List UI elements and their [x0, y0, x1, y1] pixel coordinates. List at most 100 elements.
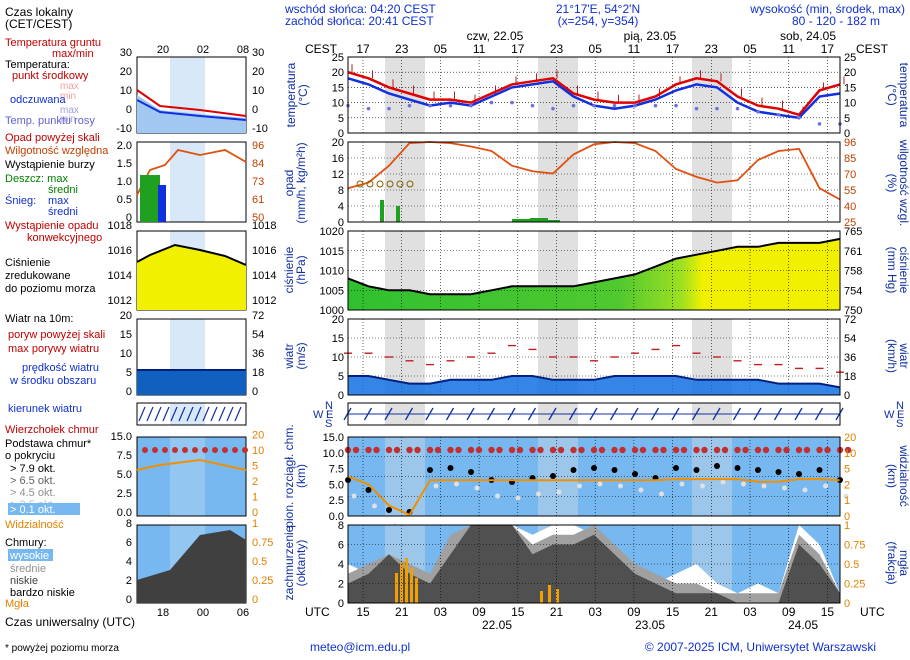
cloud-top-dot [537, 446, 544, 454]
dew-point-dot [489, 100, 494, 105]
pressure-area [348, 238, 840, 310]
cloud-base-dot-light [679, 481, 685, 487]
legend-snow-bar [158, 185, 166, 222]
cest-label-right: CEST [856, 42, 889, 56]
legend-temp-tick-right: 0 [252, 104, 258, 116]
fog-bar [556, 589, 559, 603]
bottom-hour-label: 09 [627, 605, 641, 619]
compass-n-right: N [896, 400, 904, 412]
temp-right-unit: (°C) [885, 84, 899, 105]
legend-wind-tick: 5 [126, 367, 132, 379]
precip-axis-unit: (mm/h, kg/m²h) [294, 142, 308, 223]
legend-cover-tick: 4 [126, 556, 132, 568]
legend-wind-area [137, 370, 246, 395]
legend-precip-tick: 0 [126, 212, 132, 224]
wind-kmh-tick-right: 36 [844, 352, 856, 364]
cloud-top-dot [775, 446, 782, 454]
humid-right-title: wilgotność wzgl. [897, 139, 910, 227]
rain-bar [530, 218, 548, 222]
legend-wind-tick: 20 [120, 310, 132, 322]
temp-tick-left: 5 [338, 113, 344, 125]
compass-n-left: N [325, 400, 333, 412]
legend-wind-arrow [154, 406, 162, 422]
legend-wind-dir-frame [136, 402, 247, 426]
legend-hour-bottom: 06 [237, 607, 249, 619]
legend-cloud-top-dot [182, 447, 188, 453]
vis-tick-right: 5 [844, 464, 850, 476]
legend-cloud-top-dot [192, 447, 198, 453]
cloud-base-dot-light [556, 489, 562, 495]
precip-tick-left: 12 [332, 169, 344, 181]
legend-precip: 0 0.5 1.0 1.5 2.0 50 61 73 84 96 [117, 140, 265, 224]
top-hour-label: 17 [356, 42, 370, 56]
legend-felt-line [136, 99, 247, 121]
cloud-top-dot [701, 446, 708, 454]
legend-cloud-base-1: Podstawa chmur* [5, 438, 92, 450]
legend-wind-tick: 0 [126, 386, 132, 398]
legend-precip-tick: 1.5 [117, 158, 132, 170]
cloud-top-dot [496, 446, 503, 454]
wind-kmh-tick-right: 54 [844, 333, 856, 345]
press-right-unit: (mm Hg) [885, 247, 899, 294]
legend-wind-arrow [202, 406, 210, 422]
cloud-top-dot [529, 446, 536, 454]
cloud-base-dot-light [843, 493, 849, 499]
bottom-hour-label: 09 [782, 605, 796, 619]
legend-pressure-3: do poziomu morza [5, 283, 96, 295]
legend-press-tick-left: 1014 [108, 270, 132, 282]
compass-w-right: W [884, 409, 895, 421]
top-hour-label: 17 [511, 42, 525, 56]
storm-symbol [376, 180, 384, 188]
legend-temp-mid: punkt środkowy [12, 70, 89, 82]
legend-okt-2: > 6.5 okt. [10, 475, 56, 487]
cloud-base-dot [796, 471, 802, 477]
press-mmhg-tick-right: 761 [844, 246, 862, 258]
legend-humid-tick: 50 [252, 212, 264, 224]
precip-tick-left: 4 [338, 201, 344, 213]
cloud-top-dot [352, 446, 360, 454]
cloud-top-dot [783, 446, 790, 454]
cloud-base-dot-light [474, 485, 480, 491]
temp-tick-right: 0 [844, 128, 850, 140]
dew-point-dot [387, 106, 391, 111]
cloud-base-dot-light [495, 493, 500, 499]
dew-point-dot [448, 103, 453, 108]
cover-panel: 0 2 4 6 8 0 0.25 0.5 0.75 1 [338, 520, 866, 610]
legend-temp-max: max [60, 81, 79, 92]
dew-point-dot [530, 103, 535, 108]
vis-tick-right: 1 [844, 495, 850, 507]
cloud-axis-title: pion. rozciągł. chm. [282, 424, 296, 527]
dew-point-dot [612, 103, 617, 108]
legend-temp-felt-area [137, 95, 246, 133]
cloud-top-dot [414, 446, 421, 454]
legend-press-tick-right: 1016 [252, 245, 276, 257]
temp-axis-title: temperatura [284, 62, 298, 127]
cover-axis-unit: (oktanty) [294, 540, 308, 587]
day-bottom-1: 22.05 [482, 618, 512, 632]
bottom-hour-label: 21 [705, 605, 719, 619]
legend-vis-tick: 10 [252, 445, 264, 457]
legend-soil-temp-2: max/min [52, 48, 94, 60]
legend-wind-arrow [146, 406, 154, 422]
cover-tick-left: 2 [338, 579, 344, 591]
legend-fog-tick: 0.25 [252, 575, 273, 587]
legend-press-tick-right: 1018 [252, 220, 276, 232]
legend-temperature: Temperatura: [5, 59, 70, 71]
cloud-top-dot [803, 446, 811, 454]
vis-tick-right: 0 [844, 511, 850, 523]
cover-tick-left: 8 [338, 520, 344, 532]
cloud-top-dot [680, 446, 688, 454]
dew-point-dot [674, 103, 678, 108]
cloud-top-dot [549, 446, 557, 454]
press-tick-left: 1010 [320, 266, 344, 278]
legend-precip-tick: 1.0 [117, 176, 132, 188]
footer-email[interactable]: meteo@icm.edu.pl [310, 640, 410, 654]
cloud-top-dot [590, 446, 598, 454]
legend-temp-tick-left: 10 [120, 85, 132, 97]
visibility-line [347, 475, 841, 517]
cloud-base-dot-light [536, 491, 541, 497]
legend-utc-time: Czas uniwersalny (UTC) [5, 615, 135, 629]
cloud-top-dot [385, 446, 393, 454]
temp-panel: 0 5 10 15 20 25 0 5 10 15 20 25 [332, 52, 857, 140]
